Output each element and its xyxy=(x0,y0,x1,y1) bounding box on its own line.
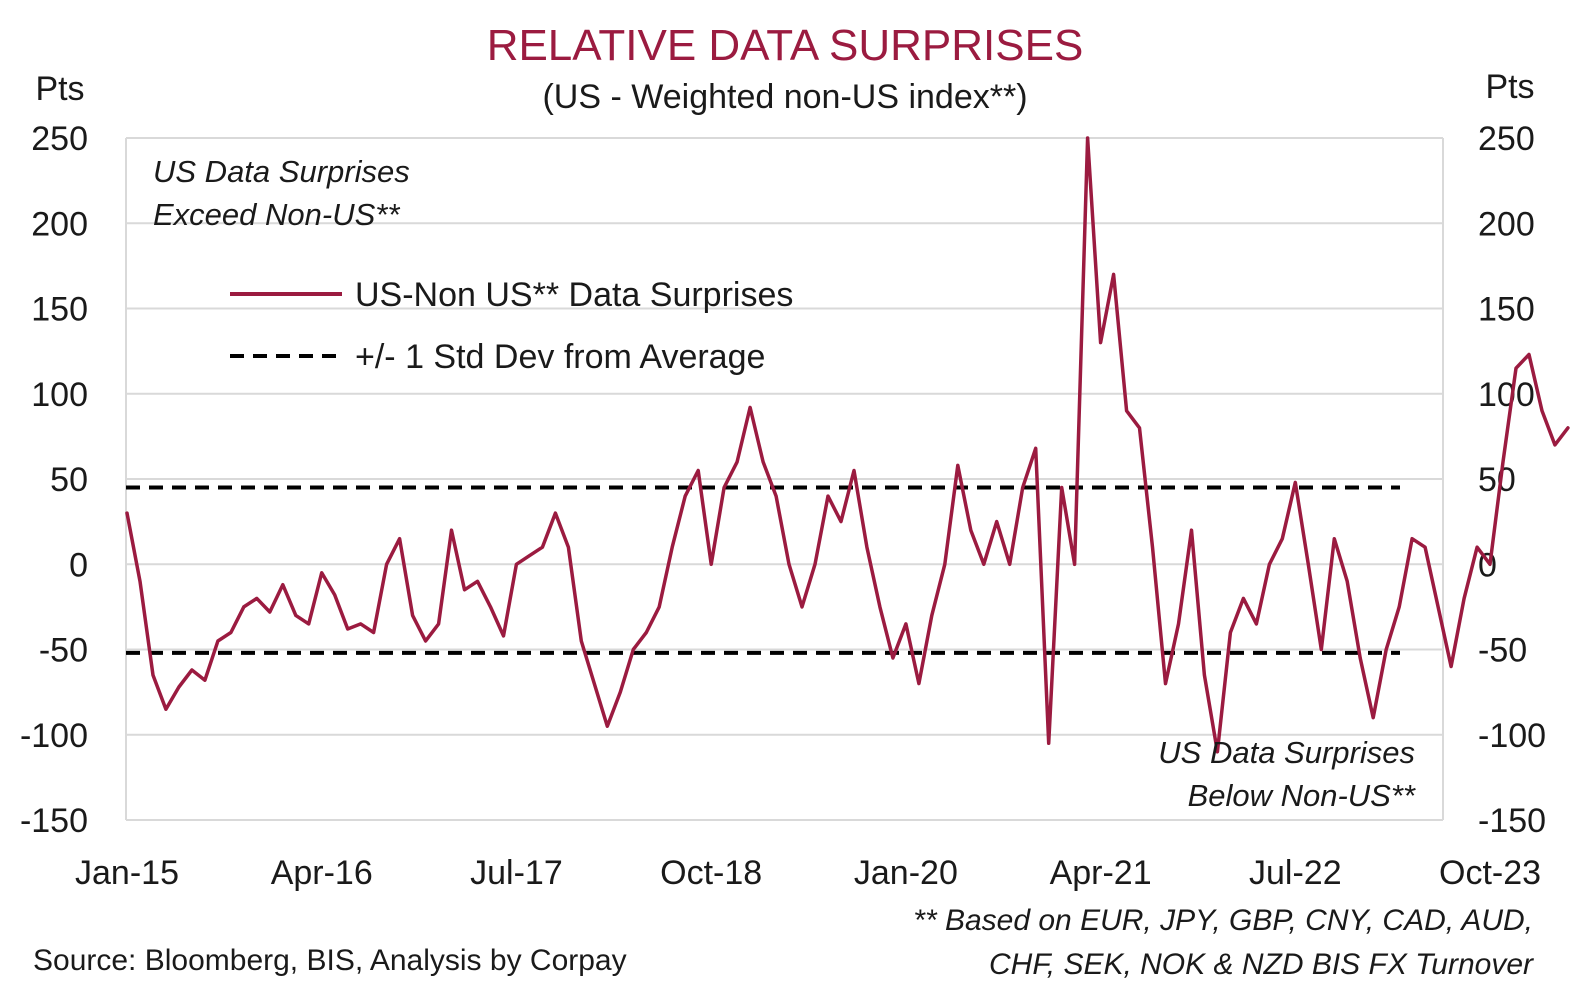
annotation-top-left-line-2: Exceed Non-US** xyxy=(153,197,400,232)
x-tick-label: Jan-20 xyxy=(854,854,958,892)
y-tick-label-left: -100 xyxy=(20,717,88,755)
surprises-series-line xyxy=(125,136,1570,754)
y-tick-label-right: -100 xyxy=(1478,717,1546,755)
y-tick-label-right: 250 xyxy=(1478,120,1535,158)
y-tick-label-left: 50 xyxy=(50,461,88,499)
chart-subtitle: (US - Weighted non-US index**) xyxy=(542,78,1027,116)
footnote-line-2: CHF, SEK, NOK & NZD BIS FX Turnover xyxy=(989,948,1534,981)
chart-title: RELATIVE DATA SURPRISES xyxy=(487,21,1084,70)
footnote-line-1: ** Based on EUR, JPY, GBP, CNY, CAD, AUD… xyxy=(913,904,1533,937)
y-tick-label-left: -150 xyxy=(20,802,88,840)
y-tick-label-left: 200 xyxy=(31,205,88,243)
annotation-bottom-right-line-2: Below Non-US** xyxy=(1188,778,1416,813)
x-tick-label: Oct-18 xyxy=(660,854,762,892)
y-tick-label-right: 50 xyxy=(1478,461,1516,499)
annotation-bottom-right-line-1: US Data Surprises xyxy=(1158,735,1415,770)
y-tick-label-right: 200 xyxy=(1478,205,1535,243)
y-tick-label-left: 0 xyxy=(69,546,88,584)
y-tick-label-right: 150 xyxy=(1478,291,1535,329)
annotation-top-left-line-1: US Data Surprises xyxy=(153,154,410,189)
y-tick-label-left: 100 xyxy=(31,376,88,414)
gridlines xyxy=(125,137,1444,821)
left-axis-unit-label: Pts xyxy=(35,70,84,108)
left-axis-ticks: 250 200 150 100 50 0 -50 -100 -150 xyxy=(20,120,88,840)
right-axis-unit-label: Pts xyxy=(1485,68,1534,106)
x-tick-label: Apr-21 xyxy=(1050,854,1152,892)
legend: US-Non US** Data Surprises +/- 1 Std Dev… xyxy=(230,276,793,376)
x-axis-ticks: Jan-15 Apr-16 Jul-17 Oct-18 Jan-20 Apr-21 Jul-… xyxy=(75,854,1541,892)
x-tick-label: Jul-17 xyxy=(470,854,563,892)
y-tick-label-right: -150 xyxy=(1478,802,1546,840)
y-tick-label-left: 250 xyxy=(31,120,88,158)
data-series xyxy=(125,136,1570,754)
y-tick-label-right: -50 xyxy=(1478,632,1527,670)
y-tick-label-left: -50 xyxy=(39,632,88,670)
x-tick-label: Jan-15 xyxy=(75,854,179,892)
x-tick-label: Apr-16 xyxy=(271,854,373,892)
legend-label-surprises: US-Non US** Data Surprises xyxy=(355,276,793,314)
source-note: Source: Bloomberg, BIS, Analysis by Corp… xyxy=(33,944,627,977)
y-tick-label-left: 150 xyxy=(31,291,88,329)
x-tick-label: Jul-22 xyxy=(1249,854,1342,892)
std-dev-bands xyxy=(126,485,1400,655)
legend-label-std-dev: +/- 1 Std Dev from Average xyxy=(355,338,765,376)
y-tick-label-right: 100 xyxy=(1478,376,1535,414)
x-tick-label: Oct-23 xyxy=(1439,854,1541,892)
